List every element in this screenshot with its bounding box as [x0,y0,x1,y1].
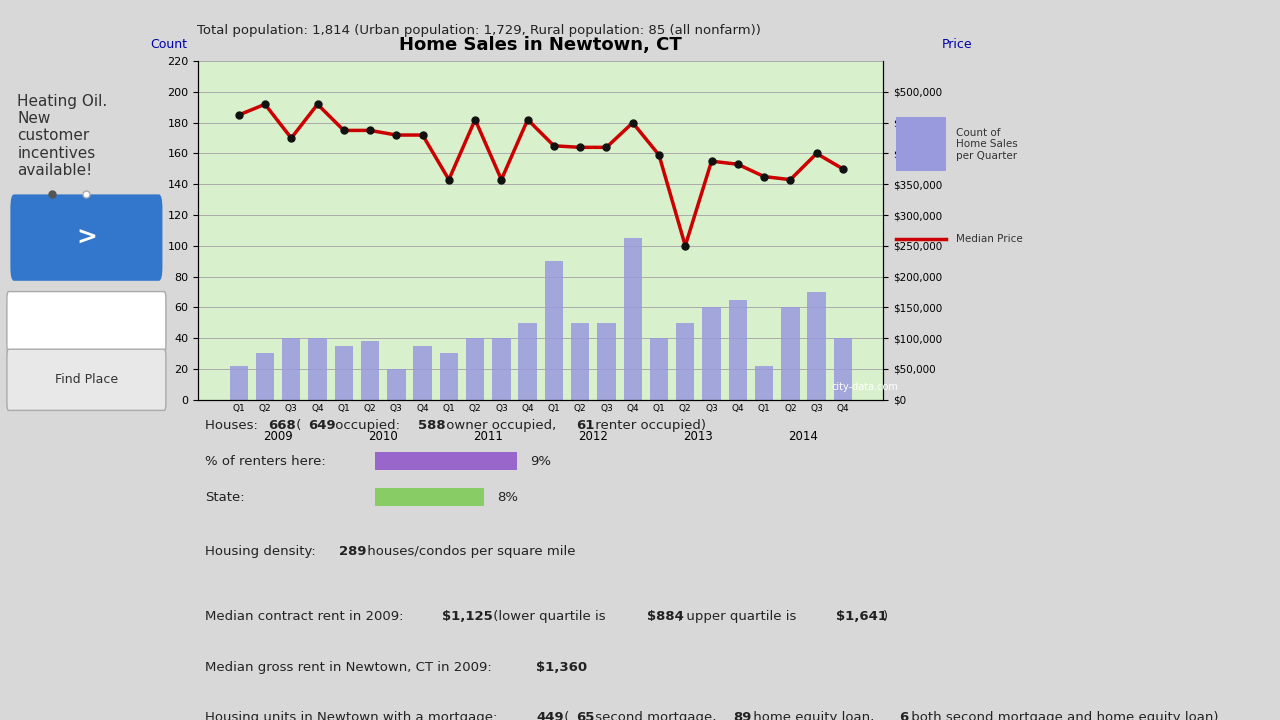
Text: 2009: 2009 [264,430,293,443]
Bar [676,323,695,400]
Text: Heating Oil.
New
customer
incentives
available!: Heating Oil. New customer incentives ava… [18,94,108,179]
Text: 289: 289 [339,545,367,559]
Text: Count of
Home Sales
per Quarter: Count of Home Sales per Quarter [956,127,1018,161]
Text: 2013: 2013 [684,430,713,443]
Text: $884: $884 [646,611,684,624]
Text: Housing density:: Housing density: [205,545,320,559]
Bar [728,300,748,400]
Text: $1,641: $1,641 [836,611,887,624]
Bar [598,323,616,400]
Text: (: ( [292,419,301,432]
FancyBboxPatch shape [896,117,946,171]
Text: (: ( [559,711,570,720]
Text: Total population: 1,814 (Urban population: 1,729, Rural population: 85 (all nonf: Total population: 1,814 (Urban populatio… [197,24,760,37]
Bar [703,307,721,400]
FancyBboxPatch shape [10,194,163,281]
Text: Count: Count [151,38,187,51]
Bar [229,366,248,400]
Bar [755,366,773,400]
FancyBboxPatch shape [375,488,484,506]
Text: 9%: 9% [530,455,552,468]
Bar [518,323,536,400]
Text: second mortgage,: second mortgage, [591,711,721,720]
Bar [650,338,668,400]
Bar [833,338,852,400]
Text: 588: 588 [419,419,445,432]
FancyBboxPatch shape [6,349,166,410]
Text: both second mortgage and home equity loan): both second mortgage and home equity loa… [906,711,1219,720]
Bar [571,323,589,400]
Text: 65: 65 [576,711,594,720]
Text: Find Place: Find Place [55,373,118,386]
Text: Houses:: Houses: [205,419,262,432]
Text: 668: 668 [269,419,296,432]
Text: 2014: 2014 [788,430,818,443]
Text: home equity loan,: home equity loan, [749,711,878,720]
Text: >: > [76,225,97,250]
Text: houses/condos per square mile: houses/condos per square mile [364,545,576,559]
Bar [334,346,353,400]
Bar [781,307,800,400]
Title: Home Sales in Newtown, CT: Home Sales in Newtown, CT [399,36,682,54]
Bar [493,338,511,400]
Bar [361,341,379,400]
Bar [387,369,406,400]
FancyBboxPatch shape [375,452,517,470]
Text: 8%: 8% [498,491,518,505]
Text: $1,360: $1,360 [536,661,588,674]
Bar [466,338,484,400]
Text: % of renters here:: % of renters here: [205,455,326,468]
Text: city-data.com: city-data.com [831,382,899,392]
Text: renter occupied): renter occupied) [591,419,707,432]
FancyBboxPatch shape [6,292,166,353]
Bar [623,238,643,400]
Text: State:: State: [205,491,244,505]
Text: Median Price: Median Price [956,235,1023,244]
Text: $1,125: $1,125 [442,611,493,624]
Text: , upper quartile is: , upper quartile is [678,611,801,624]
Text: Price: Price [942,38,973,51]
Bar [545,261,563,400]
Text: Median gross rent in Newtown, CT in 2009:: Median gross rent in Newtown, CT in 2009… [205,661,497,674]
Text: owner occupied,: owner occupied, [442,419,561,432]
Text: Median contract rent in 2009:: Median contract rent in 2009: [205,611,408,624]
Text: 2012: 2012 [579,430,608,443]
Text: 649: 649 [307,419,335,432]
Text: 61: 61 [576,419,594,432]
Bar [808,292,826,400]
Bar [282,338,301,400]
Bar [308,338,326,400]
Bar [256,354,274,400]
Text: 2011: 2011 [474,430,503,443]
Text: 2010: 2010 [369,430,398,443]
Text: 449: 449 [536,711,564,720]
Bar [439,354,458,400]
Bar [413,346,431,400]
Text: Housing units in Newtown with a mortgage:: Housing units in Newtown with a mortgage… [205,711,502,720]
Text: occupied:: occupied: [332,419,404,432]
Text: (lower quartile is: (lower quartile is [489,611,609,624]
Text: ): ) [883,611,888,624]
Text: 6: 6 [899,711,908,720]
Text: 89: 89 [733,711,751,720]
